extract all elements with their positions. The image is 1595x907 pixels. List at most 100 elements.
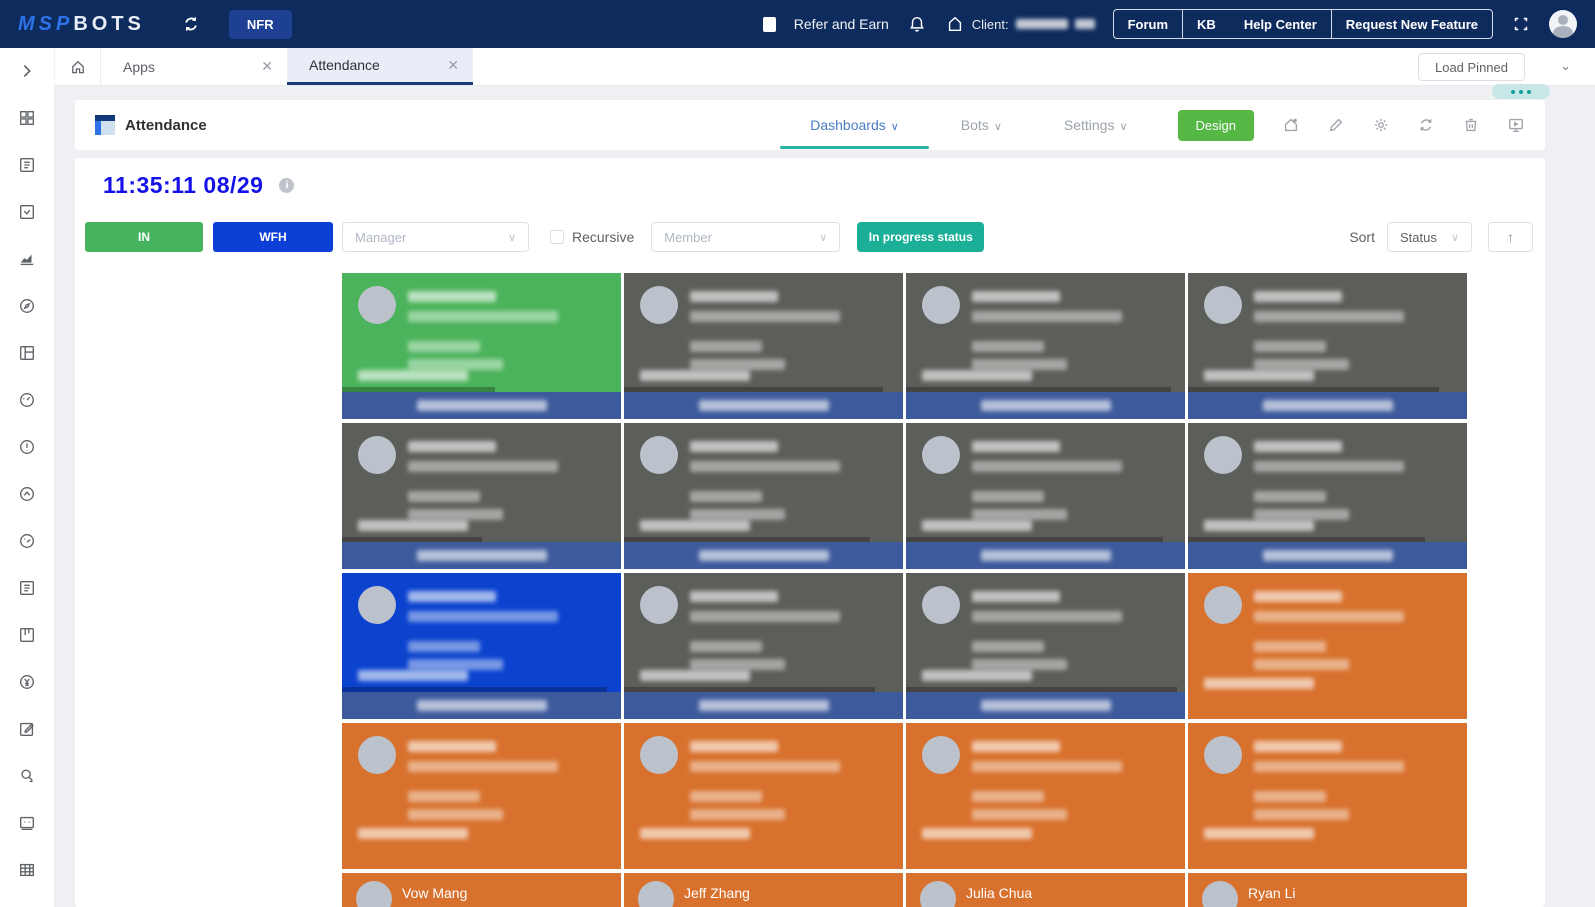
settings-gear-icon[interactable] xyxy=(1372,116,1390,134)
sort-select[interactable]: Status ∨ xyxy=(1387,222,1472,252)
close-icon[interactable]: ✕ xyxy=(447,56,459,73)
refer-and-earn-link[interactable]: Refer and Earn xyxy=(793,16,889,32)
redacted-text-line xyxy=(690,311,840,322)
kanban-board-icon[interactable] xyxy=(18,626,36,644)
recursive-checkbox[interactable] xyxy=(550,230,564,244)
more-options-pill[interactable] xyxy=(1492,84,1550,99)
redacted-text-line xyxy=(690,491,762,502)
progress-bar xyxy=(624,687,876,692)
redacted-text-line xyxy=(408,341,480,352)
menu-bots[interactable]: Bots ∨ xyxy=(960,117,1002,133)
attendance-card[interactable] xyxy=(1188,573,1467,719)
attendance-card[interactable]: Vow Mang xyxy=(342,873,621,907)
attendance-card[interactable]: Ryan Li xyxy=(1188,873,1467,907)
sort-direction-button[interactable]: ↑ xyxy=(1488,222,1533,252)
bell-icon[interactable] xyxy=(907,14,927,34)
edit-note-icon[interactable] xyxy=(18,720,36,738)
attendance-card[interactable] xyxy=(342,573,621,719)
form-list-icon[interactable] xyxy=(18,579,36,597)
attendance-card[interactable] xyxy=(1188,723,1467,869)
nav-link-request-new-feature[interactable]: Request New Feature xyxy=(1330,10,1492,38)
report-list-icon[interactable] xyxy=(18,156,36,174)
nfr-badge[interactable]: NFR xyxy=(228,9,292,39)
attendance-card[interactable] xyxy=(624,273,903,419)
attendance-card[interactable] xyxy=(624,423,903,569)
attendance-card[interactable] xyxy=(342,723,621,869)
present-display-icon[interactable] xyxy=(1507,116,1525,134)
progress-bar xyxy=(342,687,608,692)
tab-attendance[interactable]: Attendance ✕ xyxy=(287,48,473,85)
nav-link-kb[interactable]: KB xyxy=(1182,10,1230,38)
avatar xyxy=(922,286,960,324)
redacted-text-line xyxy=(690,441,778,452)
speedometer-icon[interactable] xyxy=(18,532,36,550)
layout-board-icon[interactable] xyxy=(18,344,36,362)
attendance-card[interactable] xyxy=(624,573,903,719)
task-check-icon[interactable] xyxy=(18,203,36,221)
attendance-card[interactable] xyxy=(906,423,1185,569)
avatar xyxy=(1204,286,1242,324)
redacted-text-line xyxy=(408,791,480,802)
cards-grid: Vow Mang Jeff Zhang Julia Chua Ryan Li xyxy=(342,273,1468,907)
manager-select[interactable]: Manager ∨ xyxy=(342,222,529,252)
area-chart-icon[interactable] xyxy=(18,250,36,268)
bot-terminal-icon[interactable] xyxy=(18,814,36,832)
redacted-text-line xyxy=(972,441,1060,452)
attendance-card[interactable]: Julia Chua xyxy=(906,873,1185,907)
home-icon[interactable] xyxy=(55,48,101,85)
recursive-checkbox-wrap[interactable]: Recursive xyxy=(550,229,634,245)
attendance-card[interactable] xyxy=(906,573,1185,719)
attendance-card[interactable] xyxy=(624,723,903,869)
chevron-down-icon[interactable]: ⌄ xyxy=(1560,58,1571,73)
info-icon[interactable]: i xyxy=(279,178,295,193)
trash-icon[interactable] xyxy=(1462,116,1480,134)
avatar xyxy=(358,286,396,324)
in-filter-button[interactable]: IN xyxy=(85,222,203,252)
redacted-text-line xyxy=(408,761,558,772)
redacted-footer-text xyxy=(416,700,547,711)
menu-settings[interactable]: Settings ∨ xyxy=(1063,117,1128,133)
currency-yen-icon[interactable] xyxy=(18,673,36,691)
redacted-text-line xyxy=(408,291,496,302)
collapse-arrow-icon[interactable] xyxy=(18,62,36,80)
design-button[interactable]: Design xyxy=(1177,109,1254,141)
alert-clock-icon[interactable] xyxy=(18,438,36,456)
fullscreen-icon[interactable] xyxy=(1511,14,1531,34)
attendance-card[interactable] xyxy=(906,273,1185,419)
edit-pencil-icon[interactable] xyxy=(1327,116,1345,134)
attendance-card[interactable] xyxy=(1188,273,1467,419)
square-icon[interactable] xyxy=(762,16,776,32)
data-table-icon[interactable] xyxy=(18,861,36,879)
nav-link-forum[interactable]: Forum xyxy=(1127,16,1169,32)
user-avatar[interactable] xyxy=(1549,10,1577,38)
redacted-text-line xyxy=(640,828,750,839)
attendance-card[interactable] xyxy=(342,423,621,569)
tab-apps[interactable]: Apps ✕ xyxy=(101,48,287,85)
redacted-text-line xyxy=(690,461,840,472)
redacted-text-line xyxy=(1254,791,1326,802)
wfh-filter-button[interactable]: WFH xyxy=(213,222,333,252)
redacted-text-line xyxy=(922,828,1032,839)
refresh-icon[interactable] xyxy=(1417,116,1435,134)
nav-link-help-center[interactable]: Help Center xyxy=(1243,16,1317,32)
menu-dashboards[interactable]: Dashboards ∨ xyxy=(780,101,929,149)
sync-icon[interactable] xyxy=(181,14,201,34)
card-footer xyxy=(906,692,1185,719)
compass-icon[interactable] xyxy=(18,297,36,315)
home-add-icon[interactable] xyxy=(1282,116,1300,134)
in-progress-status-button[interactable]: In progress status xyxy=(857,222,985,252)
redacted-text-line xyxy=(972,509,1067,520)
member-select[interactable]: Member ∨ xyxy=(651,222,841,252)
attendance-card[interactable] xyxy=(342,273,621,419)
gauge-icon[interactable] xyxy=(18,391,36,409)
attendance-card[interactable] xyxy=(906,723,1185,869)
load-pinned-button[interactable]: Load Pinned xyxy=(1417,53,1525,81)
tab-bar: Apps ✕ Attendance ✕ Load Pinned ⌄ xyxy=(55,48,1595,86)
attendance-card[interactable]: Jeff Zhang xyxy=(624,873,903,907)
redacted-text-line xyxy=(640,670,750,681)
scroll-top-icon[interactable] xyxy=(18,485,36,503)
user-search-icon[interactable] xyxy=(18,767,36,785)
attendance-card[interactable] xyxy=(1188,423,1467,569)
apps-grid-icon[interactable] xyxy=(18,109,36,127)
close-icon[interactable]: ✕ xyxy=(261,58,273,74)
